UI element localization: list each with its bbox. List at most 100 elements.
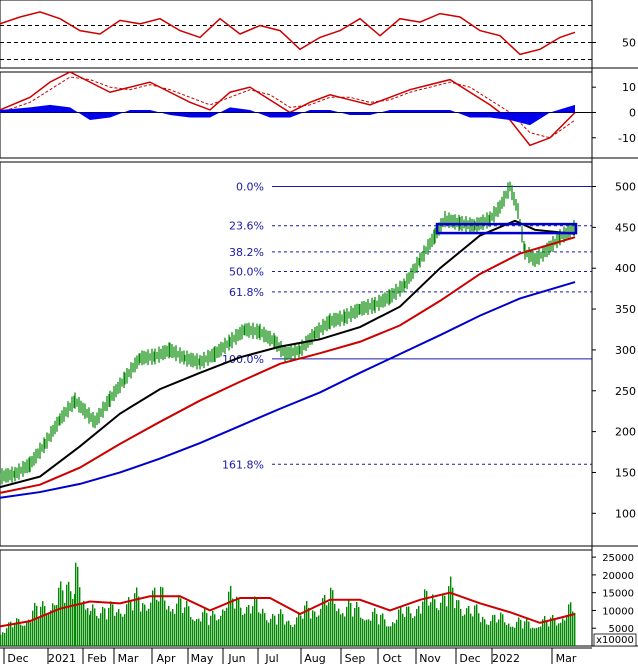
volume-bar: [134, 593, 136, 646]
volume-bar: [382, 613, 384, 646]
x-tick-label: Sep: [345, 652, 366, 665]
volume-bar: [546, 620, 548, 646]
volume-bar: [298, 612, 300, 646]
volume-bar: [108, 607, 110, 646]
volume-bar: [458, 600, 460, 646]
volume-bar: [0, 634, 2, 646]
volume-bar: [280, 609, 282, 646]
macd-histogram-bar: [330, 109, 350, 115]
volume-bar: [452, 587, 454, 646]
volume-bar: [104, 608, 106, 646]
volume-bar: [460, 608, 462, 646]
volume-bar: [38, 618, 40, 646]
volume-bar: [414, 616, 416, 646]
volume-bar: [96, 616, 98, 646]
volume-bar: [222, 609, 224, 646]
volume-bar: [170, 611, 172, 646]
volume-bar: [240, 607, 242, 646]
volume-bar: [192, 619, 194, 646]
volume-bar: [574, 612, 576, 646]
volume-bar: [234, 608, 236, 646]
volume-bar: [454, 608, 456, 646]
volume-bar: [556, 625, 558, 646]
volume-bar: [536, 627, 538, 646]
volume-bar: [48, 614, 50, 646]
volume-bar: [302, 618, 304, 646]
volume-bar: [354, 607, 356, 646]
volume-bar: [148, 608, 150, 646]
panels: 50100-100.0%23.6%38.2%50.0%61.8%100.0%16…: [0, 0, 638, 647]
volume-bar: [102, 606, 104, 646]
volume-bar: [360, 617, 362, 646]
volume-bar: [306, 601, 308, 646]
macd-histogram-bar: [410, 109, 430, 113]
volume-bar: [566, 615, 568, 646]
resistance-zone: [435, 222, 578, 235]
volume-bar: [132, 610, 134, 646]
volume-bar: [428, 605, 430, 646]
volume-bar: [90, 610, 92, 646]
volume-bar: [344, 616, 346, 646]
volume-bar: [244, 613, 246, 646]
volume-bar: [158, 601, 160, 646]
volume-bar: [236, 596, 238, 646]
volume-bar: [144, 604, 146, 646]
volume-bar: [314, 611, 316, 646]
volume-bar: [22, 625, 24, 646]
macd-histogram-bar: [250, 109, 270, 118]
volume-bar: [496, 622, 498, 646]
volume-bar: [290, 625, 292, 646]
volume-bar: [320, 608, 322, 646]
volume-bar: [538, 627, 540, 646]
volume-bar: [408, 606, 410, 646]
macd-histogram-bar: [70, 107, 90, 121]
volume-bar: [106, 619, 108, 646]
volume-bar: [120, 613, 122, 646]
fib-level-label: 50.0%: [229, 265, 264, 278]
volume-bar: [490, 621, 492, 646]
volume-bar: [182, 612, 184, 646]
volume-bar: [390, 626, 392, 646]
volume-bar: [346, 606, 348, 646]
x-tick-label: Mar: [118, 652, 139, 665]
volume-bar: [572, 611, 574, 646]
volume-bar: [204, 607, 206, 646]
y-tick-label: 150: [615, 466, 636, 479]
volume-bar: [130, 601, 132, 646]
y-tick-label: 500: [615, 181, 636, 194]
volume-bar: [196, 619, 198, 646]
volume-bar: [30, 622, 32, 646]
y-tick-label: 100: [615, 507, 636, 520]
volume-bar: [558, 623, 560, 646]
volume-bar: [448, 586, 450, 646]
volume-bar: [98, 618, 100, 646]
volume-bar: [12, 627, 14, 646]
volume-bar: [118, 609, 120, 646]
x-tick-label: 2022: [492, 652, 520, 665]
volume-bar: [36, 605, 38, 646]
volume-bar: [498, 619, 500, 646]
moving-average-line: [0, 236, 576, 494]
volume-bar: [276, 624, 278, 646]
volume-bar: [392, 622, 394, 646]
volume-bar: [146, 610, 148, 646]
volume-bar: [124, 614, 126, 646]
macd-histogram-bar: [390, 109, 410, 113]
macd-histogram-bar: [210, 107, 230, 118]
volume-bar: [522, 628, 524, 646]
x-tick-label: Aug: [304, 652, 325, 665]
volume-bar: [256, 599, 258, 646]
macd-histogram-bar: [50, 104, 70, 113]
x-tick-label: Dec: [7, 652, 28, 665]
fib-level-label: 100.0%: [222, 353, 264, 366]
volume-bar: [152, 590, 154, 646]
volume-bar: [478, 613, 480, 646]
volume-bar: [18, 619, 20, 646]
moving-average-line: [0, 591, 576, 628]
macd-histogram-bar: [370, 109, 390, 115]
x-tick-label: May: [191, 652, 214, 665]
macd-histogram-bar: [430, 109, 450, 113]
macd-histogram-bar: [270, 112, 290, 118]
macd-histogram-bar: [470, 112, 490, 118]
